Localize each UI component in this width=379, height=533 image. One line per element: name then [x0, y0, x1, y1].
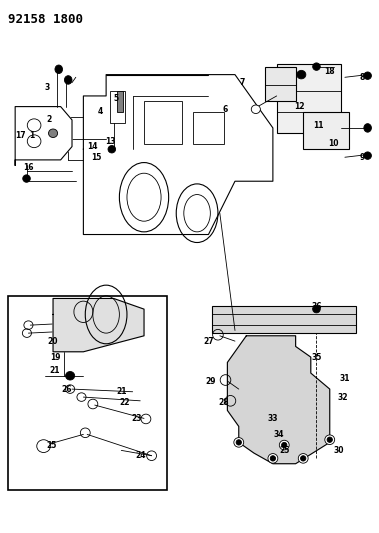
- Ellipse shape: [234, 438, 244, 447]
- Text: 20: 20: [48, 337, 58, 345]
- Bar: [8, 296, 167, 490]
- Text: 33: 33: [268, 414, 278, 423]
- Text: 25: 25: [279, 446, 290, 455]
- Text: 21: 21: [50, 366, 60, 375]
- Bar: [265, 67, 296, 101]
- Ellipse shape: [327, 437, 332, 442]
- Text: 27: 27: [203, 337, 214, 345]
- Text: 11: 11: [313, 121, 324, 130]
- Text: 29: 29: [205, 377, 216, 385]
- Ellipse shape: [298, 454, 308, 463]
- Ellipse shape: [364, 152, 371, 159]
- Text: 28: 28: [218, 398, 229, 407]
- Ellipse shape: [325, 435, 335, 445]
- Text: 3: 3: [45, 84, 50, 92]
- Ellipse shape: [23, 175, 30, 182]
- Text: 32: 32: [338, 393, 348, 401]
- Text: 10: 10: [328, 140, 339, 148]
- Ellipse shape: [279, 440, 289, 450]
- Bar: [144, 101, 182, 144]
- Ellipse shape: [270, 456, 276, 461]
- Ellipse shape: [251, 105, 260, 114]
- Ellipse shape: [313, 63, 320, 70]
- Text: 6: 6: [223, 105, 228, 114]
- Text: 35: 35: [311, 353, 322, 361]
- Text: 34: 34: [273, 430, 284, 439]
- Text: 4: 4: [98, 108, 103, 116]
- Text: 14: 14: [88, 142, 98, 151]
- Text: 21: 21: [116, 387, 127, 396]
- Bar: [277, 64, 341, 133]
- Ellipse shape: [313, 305, 320, 313]
- Text: 8: 8: [359, 73, 365, 82]
- Text: 13: 13: [105, 137, 115, 146]
- Ellipse shape: [49, 129, 58, 138]
- Bar: [193, 112, 224, 144]
- Text: 15: 15: [91, 153, 102, 161]
- Ellipse shape: [364, 124, 371, 132]
- Ellipse shape: [64, 76, 72, 84]
- Text: 1: 1: [30, 132, 35, 140]
- Ellipse shape: [55, 65, 63, 74]
- Ellipse shape: [301, 456, 306, 461]
- Ellipse shape: [364, 72, 371, 79]
- Text: 9: 9: [359, 153, 365, 161]
- Text: 2: 2: [47, 116, 52, 124]
- Bar: [212, 306, 356, 333]
- Ellipse shape: [297, 70, 306, 79]
- Bar: [117, 91, 123, 112]
- Text: 5: 5: [113, 94, 118, 103]
- Text: 19: 19: [50, 353, 60, 361]
- Text: 7: 7: [240, 78, 245, 87]
- Text: 25: 25: [46, 441, 56, 449]
- Text: 12: 12: [294, 102, 305, 111]
- Ellipse shape: [108, 146, 116, 153]
- Bar: [303, 112, 349, 149]
- Text: 22: 22: [120, 398, 130, 407]
- Bar: [110, 91, 125, 123]
- Text: 18: 18: [324, 68, 335, 76]
- Text: 24: 24: [135, 451, 146, 460]
- Text: 92158 1800: 92158 1800: [8, 13, 83, 26]
- Text: 16: 16: [23, 164, 34, 172]
- Polygon shape: [53, 298, 144, 352]
- Text: 23: 23: [131, 414, 142, 423]
- Text: 31: 31: [340, 374, 350, 383]
- Ellipse shape: [236, 440, 241, 445]
- Ellipse shape: [282, 442, 287, 448]
- Polygon shape: [227, 336, 330, 464]
- Ellipse shape: [37, 440, 50, 453]
- Ellipse shape: [66, 372, 75, 380]
- Polygon shape: [15, 107, 72, 165]
- Ellipse shape: [268, 454, 278, 463]
- Text: 26: 26: [61, 385, 72, 393]
- Text: 30: 30: [334, 446, 345, 455]
- Text: 17: 17: [16, 132, 26, 140]
- Text: 36: 36: [311, 302, 322, 311]
